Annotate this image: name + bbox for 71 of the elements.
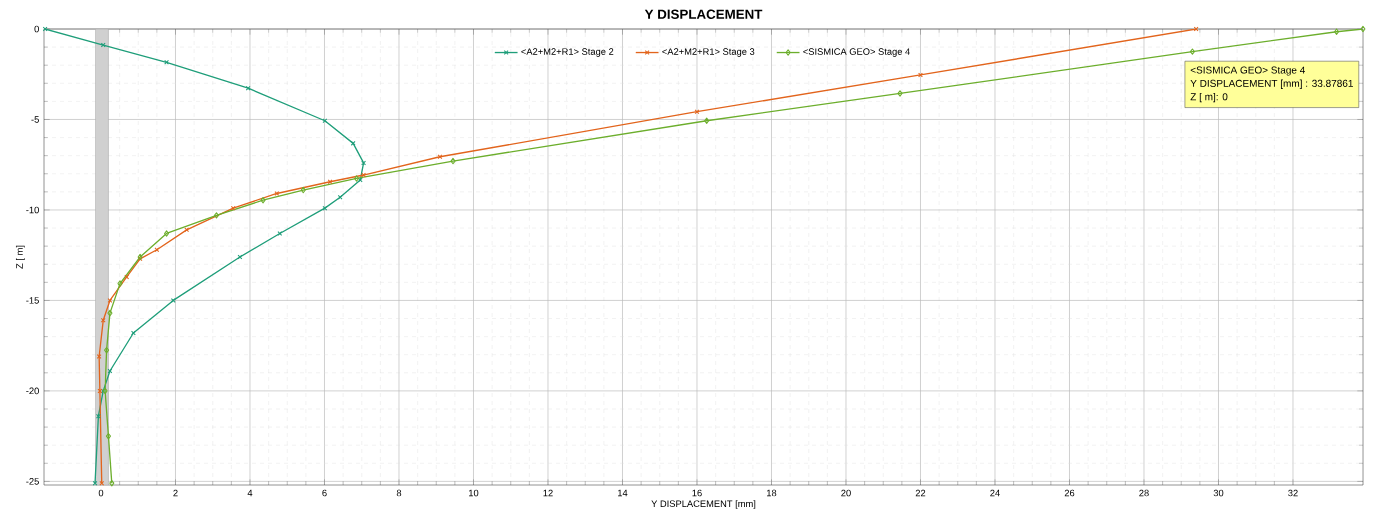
point	[897, 90, 903, 97]
x-tick-label: 26	[1064, 489, 1075, 497]
x-tick-label: 12	[543, 489, 553, 497]
y-axis-title: Z [ m]	[15, 245, 25, 269]
point	[164, 59, 169, 65]
annotation: Z [ m]: 0	[1190, 92, 1228, 103]
point	[327, 179, 333, 185]
point	[245, 85, 251, 91]
point	[437, 154, 443, 160]
point	[100, 317, 106, 323]
point	[353, 175, 360, 182]
annotation: Y DISPLACEMENT [mm] : 33.87861	[1190, 79, 1353, 89]
y-tick-label: -5	[31, 116, 39, 123]
x-tick-label: 2	[173, 489, 178, 497]
x-tick-label: 16	[692, 489, 702, 497]
point	[170, 298, 176, 303]
point	[361, 172, 367, 178]
point	[918, 72, 923, 78]
x-tick-label: 0	[98, 489, 104, 497]
point	[100, 42, 106, 48]
y-tick-label: -25	[26, 478, 39, 485]
legend-label: <A2+M2+R1> Stage 2	[521, 48, 614, 57]
point	[164, 230, 170, 237]
legend-label: <SISMICA GEO> Stage 4	[803, 48, 910, 57]
point	[184, 227, 190, 233]
y-tick-label: -20	[26, 387, 39, 395]
point	[350, 140, 356, 146]
annotation: <SISMICA GEO> Stage 4	[1190, 66, 1305, 76]
point	[450, 157, 456, 165]
chart-title: Y DISPLACEMENT	[644, 9, 763, 19]
x-tick-label: 20	[841, 489, 851, 497]
point	[95, 413, 101, 419]
point	[337, 194, 343, 200]
point	[213, 212, 220, 219]
x-tick-label: 8	[396, 489, 402, 497]
point	[260, 196, 266, 204]
point	[117, 280, 123, 287]
point	[124, 274, 130, 280]
point	[322, 118, 328, 124]
x-tick-label: 14	[618, 489, 628, 497]
y-tick-label: -10	[26, 206, 39, 214]
point	[694, 109, 700, 115]
x-tick-label: 4	[247, 489, 253, 497]
x-tick-label: 28	[1139, 489, 1149, 497]
point	[361, 160, 367, 166]
point	[96, 354, 102, 359]
point	[1334, 28, 1340, 35]
point	[130, 330, 136, 336]
point	[104, 346, 110, 354]
point	[704, 117, 710, 124]
x-tick-label: 22	[915, 489, 926, 497]
x-tick-label: 6	[322, 489, 327, 497]
point	[277, 231, 283, 236]
point	[1189, 48, 1195, 55]
y-tick-label: 0	[34, 25, 39, 33]
point	[322, 205, 328, 211]
x-tick-label: 30	[1213, 489, 1224, 497]
point	[300, 186, 306, 194]
point	[230, 205, 236, 211]
x-tick-label: 32	[1288, 489, 1298, 497]
y-tick-label: -15	[26, 297, 39, 304]
point	[105, 432, 111, 440]
point	[274, 191, 280, 196]
legend-label: <A2+M2+R1> Stage 3	[662, 48, 755, 57]
x-axis-title: Y DISPLACEMENT [mm]	[651, 500, 756, 509]
point	[107, 298, 113, 303]
point	[154, 247, 160, 253]
x-tick-label: 24	[990, 489, 1000, 497]
x-tick-label: 18	[767, 489, 777, 497]
point	[107, 309, 113, 317]
x-tick-label: 10	[469, 489, 479, 497]
